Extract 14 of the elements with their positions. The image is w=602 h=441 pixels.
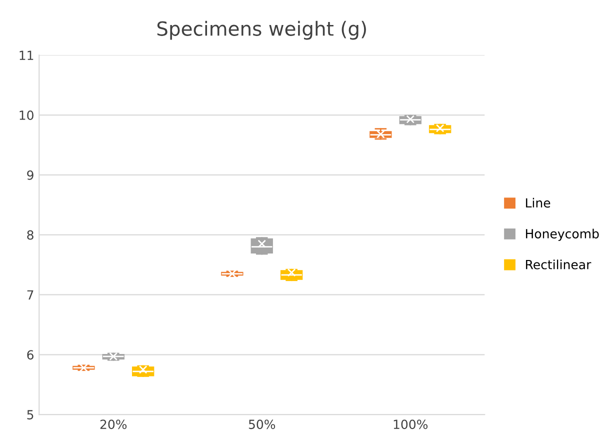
y-tick-label: 6	[27, 350, 34, 360]
legend-label: Line	[526, 198, 550, 208]
y-tick-label: 10	[20, 110, 34, 120]
y-tick-label: 9	[27, 170, 34, 180]
legend-label: Rectilinear	[526, 260, 592, 270]
y-tick-label: 11	[20, 50, 34, 60]
y-tick-label: 8	[27, 230, 34, 240]
y-tick-label: 5	[27, 410, 34, 420]
y-tick-label: 7	[27, 290, 34, 300]
chart-title: Specimens weight (g)	[157, 20, 366, 40]
legend-label: Honeycomb	[526, 228, 599, 241]
x-tick-label: 50%	[248, 420, 276, 430]
x-tick-label: 100%	[394, 420, 428, 430]
x-tick-label: 20%	[100, 420, 127, 430]
